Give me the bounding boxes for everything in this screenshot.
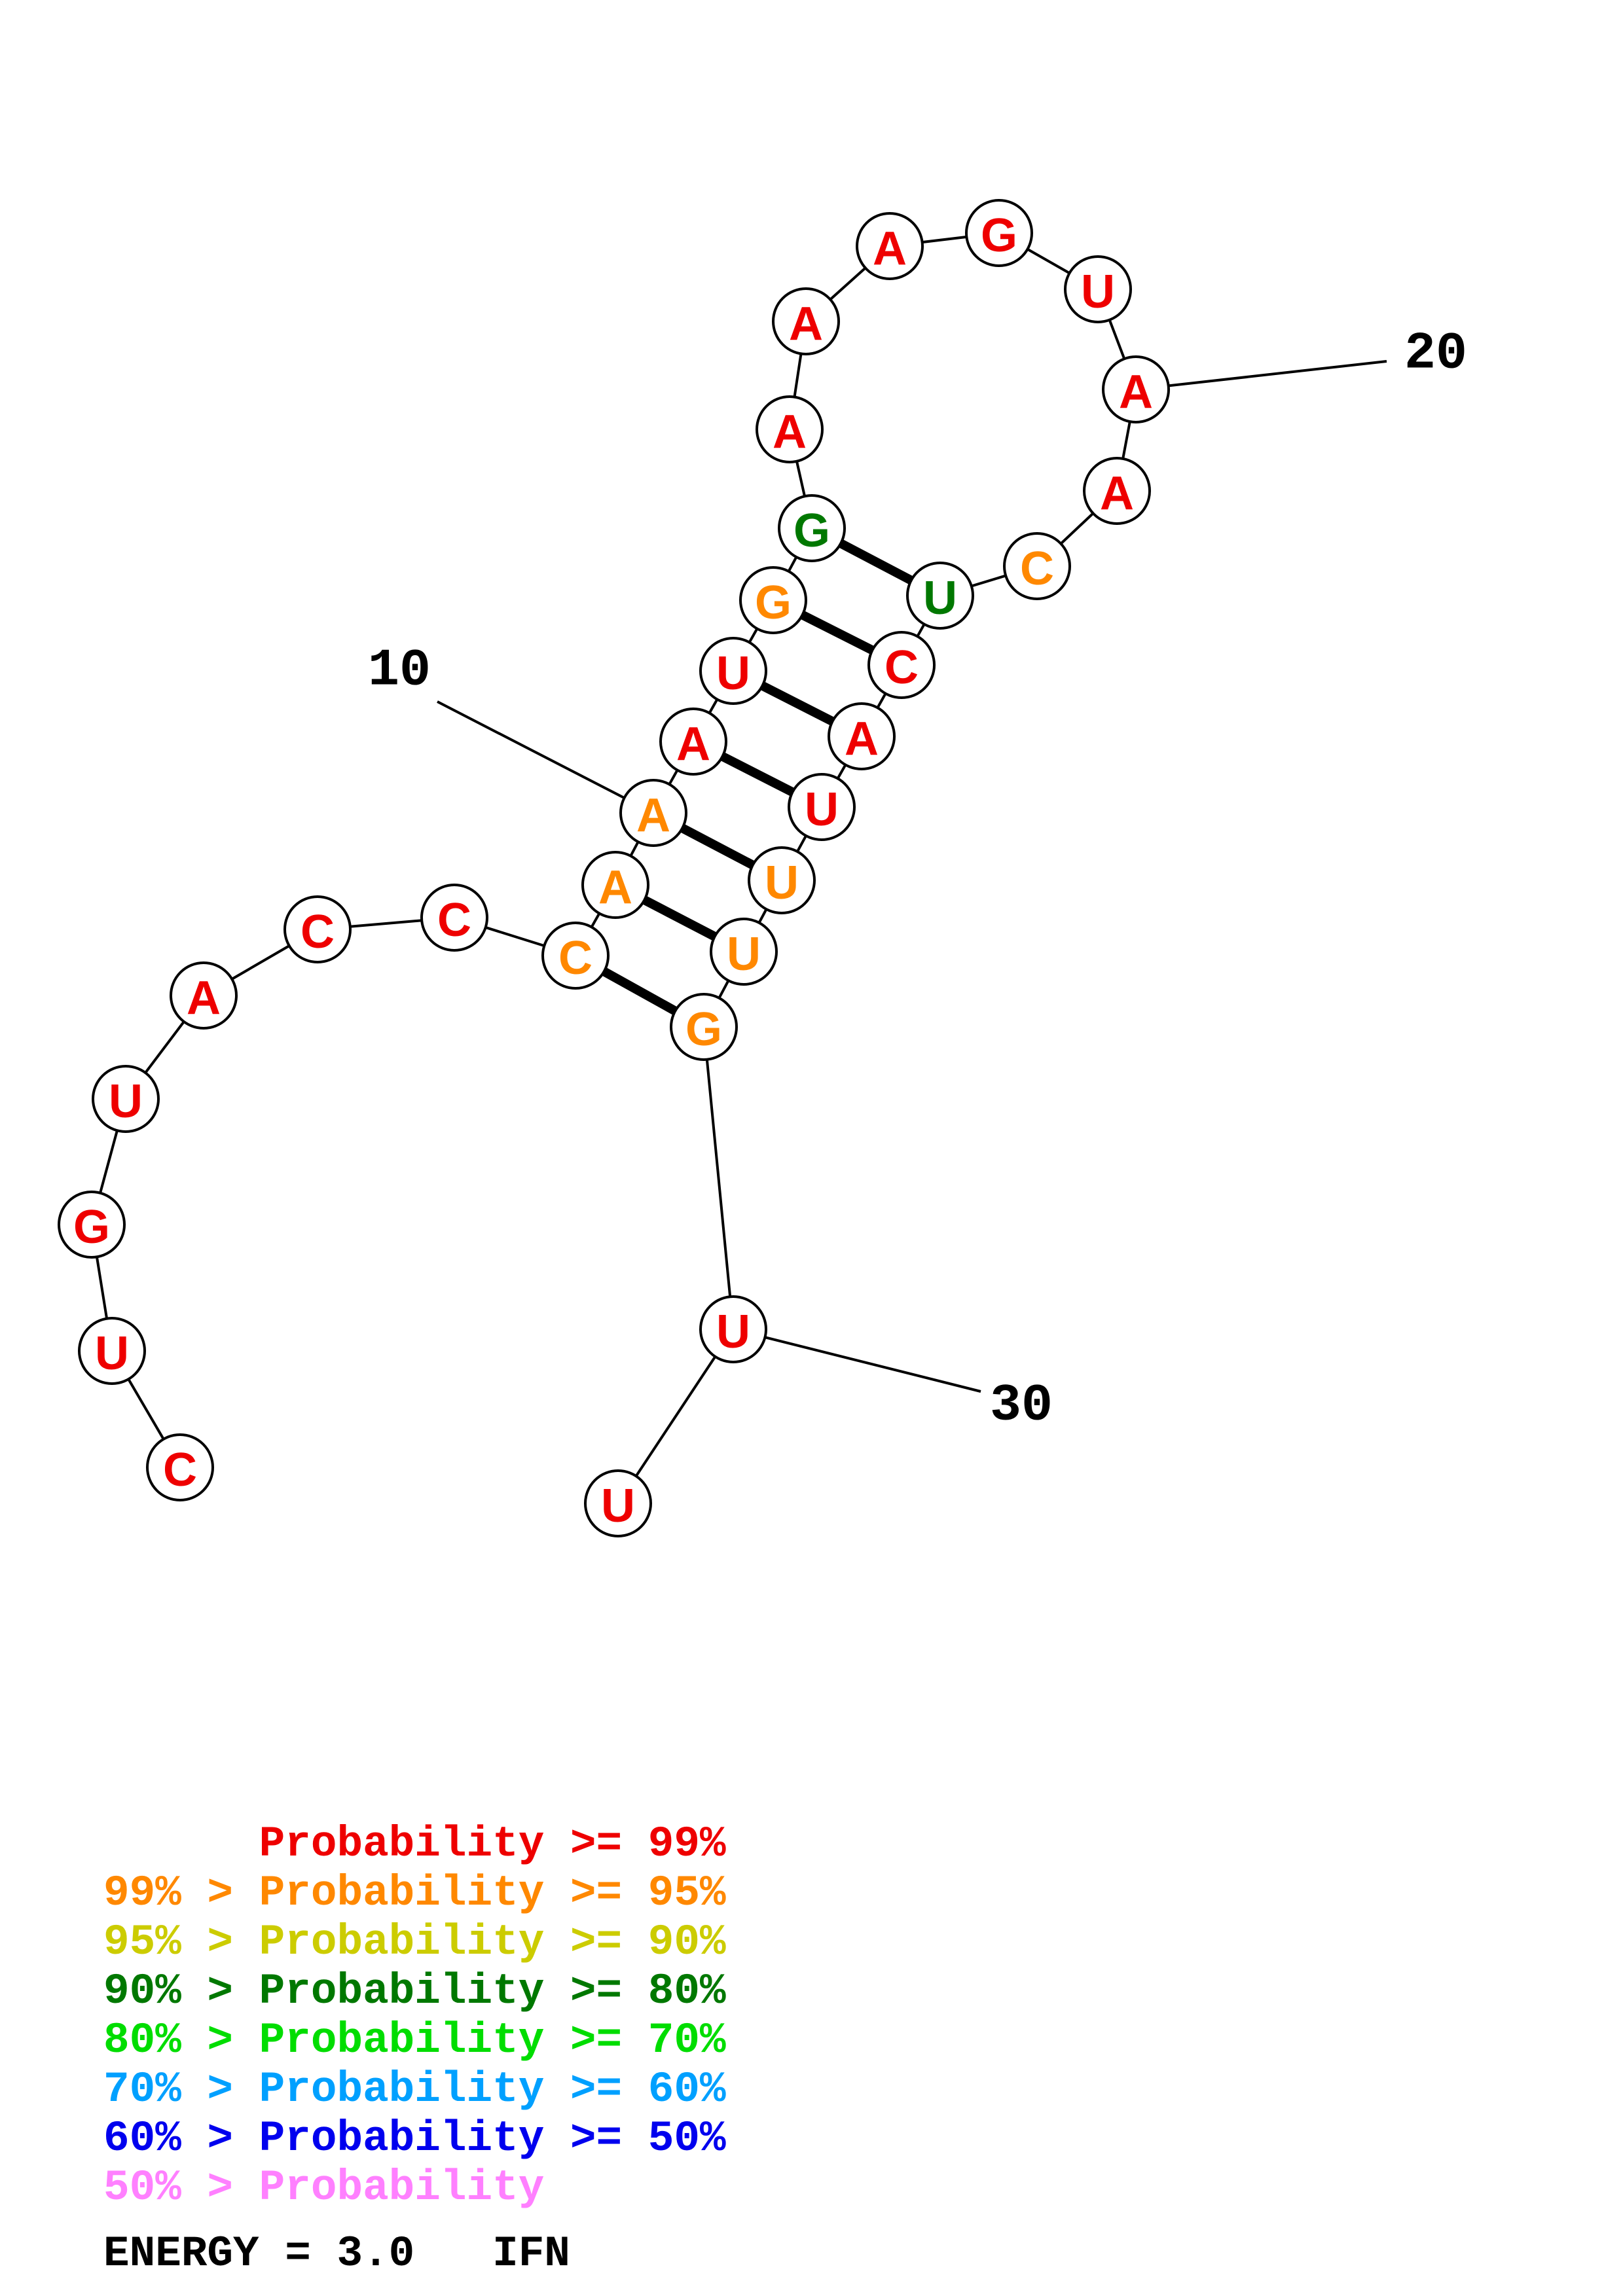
nucleotide-13-circle — [739, 566, 807, 634]
nucleotide-25-circle — [828, 702, 896, 770]
nucleotide-15-base-A: A — [773, 406, 807, 458]
legend-entry-6: 70% > Probability >= 60% — [103, 2065, 726, 2114]
nucleotide-14-circle — [778, 494, 846, 562]
nucleotide-27-base-U: U — [765, 857, 799, 909]
nucleotide-11-circle — [659, 708, 727, 776]
nucleotide-11-base-A: A — [676, 718, 710, 770]
nucleotide-3-circle — [58, 1191, 126, 1259]
nucleotide-23-base-U: U — [923, 572, 957, 624]
nucleotide-5-base-A: A — [187, 972, 221, 1024]
nucleotide-17-base-A: A — [873, 223, 907, 275]
nucleotide-1-base-C: C — [163, 1444, 197, 1496]
legend-entry-7: 60% > Probability >= 50% — [103, 2114, 726, 2163]
legend-entry-8: 50% > Probability — [103, 2163, 545, 2212]
nucleotide-17-circle — [856, 212, 924, 280]
legend-entry-3: 95% > Probability >= 90% — [103, 1918, 726, 1967]
nucleotide-28-base-U: U — [727, 928, 761, 980]
nucleotide-21-base-A: A — [1100, 467, 1134, 520]
nucleotide-18-base-G: G — [981, 209, 1017, 262]
nucleotide-20-base-A: A — [1119, 366, 1153, 418]
nucleotide-31-base-U: U — [601, 1480, 635, 1532]
position-label-line-30 — [733, 1328, 981, 1393]
probability-legend: Probability >= 99% 99% > Probability >= 9… — [103, 1820, 726, 2212]
nucleotide-29-base-G: G — [685, 1003, 722, 1056]
nucleotide-24-circle — [867, 631, 936, 699]
nucleotide-20-circle — [1102, 355, 1170, 423]
energy-label: ENERGY = 3.0 IFN — [103, 2229, 570, 2278]
nucleotide-4-base-U: U — [109, 1075, 143, 1128]
nucleotide-3-base-G: G — [73, 1201, 110, 1253]
nucleotide-14-base-G: G — [793, 505, 830, 557]
nucleotide-12-base-U: U — [716, 647, 750, 700]
legend-entry-1: Probability >= 99% — [103, 1820, 726, 1869]
nucleotide-16-base-A: A — [789, 298, 823, 350]
nucleotide-25-base-A: A — [845, 713, 879, 765]
nucleotide-5-circle — [170, 961, 238, 1030]
nucleotide-30-base-U: U — [716, 1306, 750, 1358]
nucleotide-8-circle — [541, 922, 610, 990]
nucleotide-8-base-C: C — [558, 932, 593, 984]
nucleotide-28-circle — [710, 918, 778, 986]
nucleotide-10-base-A: A — [636, 789, 670, 842]
nucleotide-26-circle — [788, 773, 856, 841]
legend-entry-4: 90% > Probability >= 80% — [103, 1967, 726, 2016]
nucleotide-19-base-U: U — [1081, 266, 1115, 318]
nucleotide-4-circle — [92, 1065, 160, 1133]
position-label-10: 10 — [368, 641, 431, 701]
nucleotide-19-circle — [1064, 255, 1132, 323]
nucleotide-13-base-G: G — [755, 577, 792, 629]
legend-entry-2: 99% > Probability >= 95% — [103, 1869, 726, 1918]
nucleotide-30-circle — [699, 1295, 767, 1363]
nucleotide-1-circle — [146, 1433, 214, 1501]
nucleotide-2-base-U: U — [95, 1327, 129, 1380]
position-label-line-20 — [1135, 360, 1387, 391]
nucleotide-26-base-U: U — [805, 783, 839, 836]
backbone-segment-30-31 — [617, 1328, 735, 1505]
nucleotide-15-circle — [756, 395, 824, 463]
nucleotide-31-circle — [584, 1469, 652, 1537]
nucleotide-7-base-C: C — [437, 894, 471, 946]
nucleotide-21-circle — [1083, 457, 1151, 525]
legend-entry-5: 80% > Probability >= 70% — [103, 2016, 726, 2065]
nucleotide-10-circle — [619, 779, 687, 847]
nucleotide-29-circle — [670, 993, 738, 1061]
nucleotide-22-base-C: C — [1020, 543, 1054, 595]
nucleotide-24-base-C: C — [884, 641, 919, 694]
backbone-segment-29-30 — [702, 1026, 735, 1330]
nucleotide-2-circle — [78, 1317, 146, 1385]
nucleotide-22-circle — [1003, 532, 1071, 600]
nucleotide-23-circle — [906, 562, 974, 630]
nucleotide-6-circle — [283, 895, 352, 963]
nucleotide-18-circle — [965, 199, 1033, 267]
nucleotide-6-base-C: C — [301, 906, 335, 958]
nucleotide-9-circle — [581, 851, 649, 919]
nucleotide-27-circle — [748, 846, 816, 914]
position-label-30: 30 — [990, 1376, 1053, 1436]
nucleotide-16-circle — [772, 287, 840, 355]
nucleotide-9-base-A: A — [598, 861, 632, 914]
nucleotide-7-circle — [420, 884, 488, 952]
position-label-line-10 — [437, 700, 654, 814]
nucleotide-12-circle — [699, 637, 767, 705]
position-label-20: 20 — [1404, 325, 1467, 384]
